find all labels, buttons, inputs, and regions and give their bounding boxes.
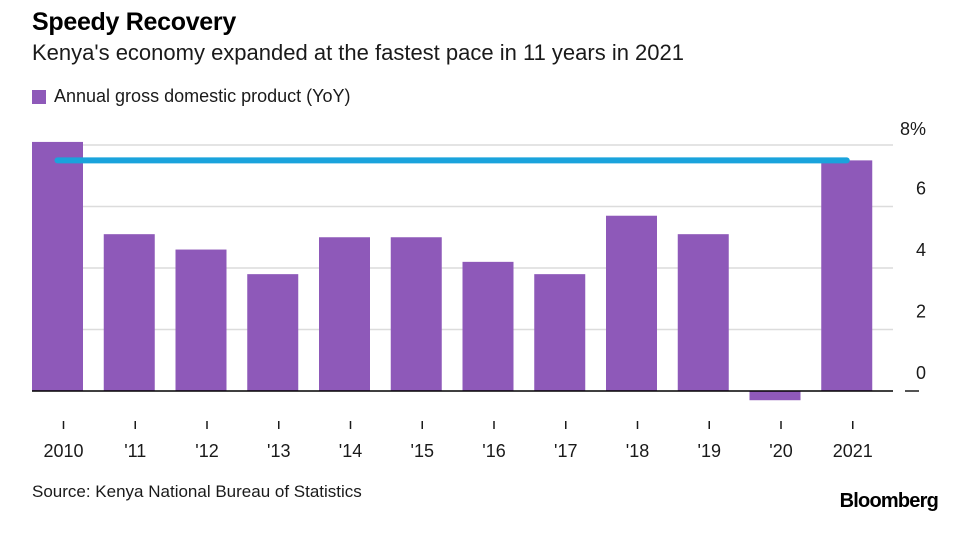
bar <box>247 274 299 391</box>
x-tick-label: '19 <box>698 441 721 461</box>
x-tick-label: '16 <box>482 441 505 461</box>
x-tick-label: 2010 <box>43 441 83 461</box>
bloomberg-logo: Bloomberg <box>839 490 939 512</box>
x-tick-label: '15 <box>411 441 434 461</box>
y-tick-label: 4 <box>916 240 926 260</box>
y-tick-label: 8% <box>900 119 926 139</box>
bar <box>175 249 227 391</box>
bar <box>103 234 155 391</box>
x-tick-label: '12 <box>195 441 218 461</box>
chart-title: Speedy Recovery <box>32 8 236 36</box>
x-tick-label: '18 <box>626 441 649 461</box>
axes: 0 2 4 6 8% 2010 '11 '12 '13 '14 '15 '16 '17 '18 '19 '20… <box>32 119 926 461</box>
source-note: Source: Kenya National Bureau of Statist… <box>32 482 362 501</box>
x-tick-label: 2021 <box>833 441 873 461</box>
legend-label: Annual gross domestic product (YoY) <box>54 86 351 106</box>
y-tick-label: 2 <box>916 302 926 322</box>
x-tick-label: '17 <box>554 441 577 461</box>
legend-swatch <box>32 89 46 104</box>
bar <box>390 237 442 391</box>
x-tick-label: '13 <box>267 441 290 461</box>
bar <box>821 160 873 391</box>
y-tick-label: 0 <box>916 363 926 383</box>
y-tick-label: 6 <box>916 179 926 199</box>
x-tick-label: '20 <box>769 441 792 461</box>
bar <box>606 215 657 391</box>
x-tick-label: '11 <box>124 441 146 461</box>
bar <box>462 261 514 391</box>
legend: Annual gross domestic product (YoY) <box>32 86 351 107</box>
bar <box>749 391 801 401</box>
x-tick-label: '14 <box>339 441 362 461</box>
bar <box>677 234 729 391</box>
bar <box>32 141 83 391</box>
chart-subtitle: Kenya's economy expanded at the fastest … <box>32 40 684 65</box>
bars <box>32 141 873 401</box>
bar <box>319 237 370 391</box>
bar <box>534 274 586 391</box>
